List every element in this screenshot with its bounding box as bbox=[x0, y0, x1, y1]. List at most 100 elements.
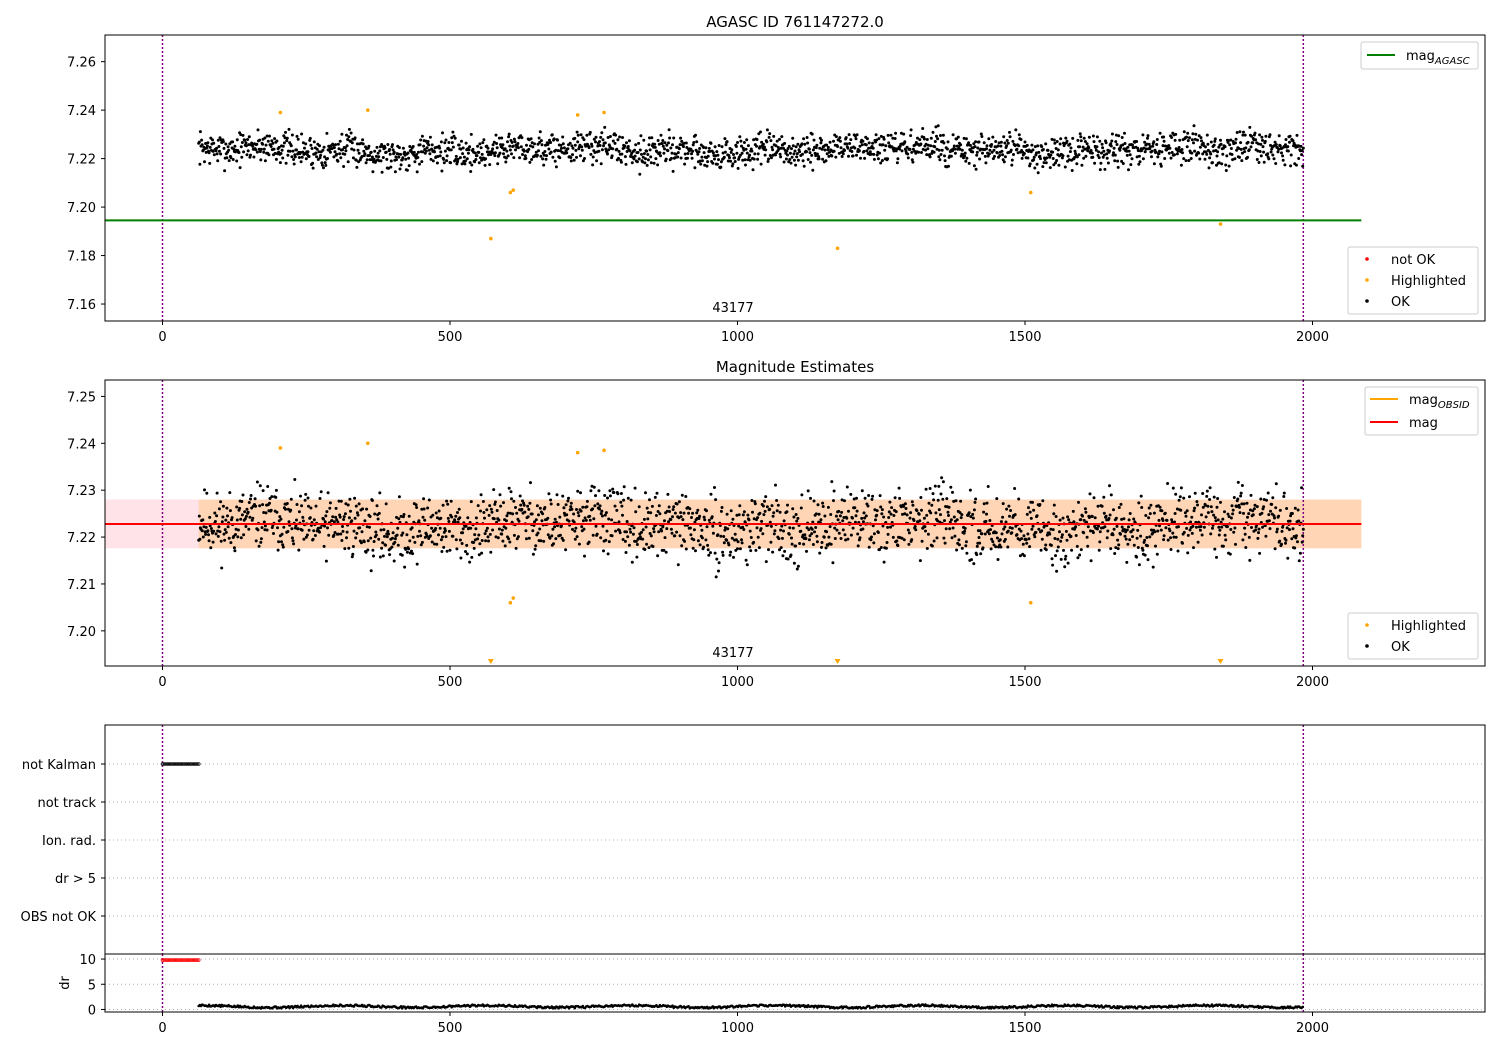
data-point-ok bbox=[419, 543, 423, 547]
data-point-ok bbox=[1223, 533, 1227, 537]
data-point-ok bbox=[990, 150, 994, 154]
data-point-ok bbox=[585, 133, 589, 137]
data-point-ok bbox=[1077, 153, 1081, 157]
data-point-ok bbox=[1125, 560, 1129, 564]
data-point-ok bbox=[1159, 164, 1163, 168]
data-point-ok bbox=[659, 133, 663, 137]
data-point-ok bbox=[895, 161, 899, 165]
data-point-ok bbox=[631, 532, 635, 536]
data-point-ok bbox=[270, 495, 274, 499]
data-point-ok bbox=[1132, 146, 1136, 150]
data-point-ok bbox=[827, 154, 831, 158]
data-point-ok bbox=[1272, 514, 1276, 518]
data-point-ok bbox=[1001, 515, 1005, 519]
data-point-ok bbox=[991, 540, 995, 544]
data-point-ok bbox=[1093, 516, 1097, 520]
data-point-ok bbox=[238, 506, 242, 510]
data-point-ok bbox=[435, 161, 439, 165]
data-point-ok bbox=[779, 528, 783, 532]
dr-clipped-point bbox=[162, 958, 167, 962]
data-point-ok bbox=[1112, 151, 1115, 155]
data-point-ok bbox=[1028, 545, 1032, 549]
data-point-ok bbox=[1121, 162, 1125, 165]
data-point-ok bbox=[423, 151, 427, 155]
data-point-ok bbox=[741, 158, 745, 162]
data-point-ok bbox=[299, 151, 302, 154]
data-point-ok bbox=[1017, 144, 1021, 148]
data-point-ok bbox=[670, 151, 674, 155]
data-point-ok bbox=[817, 157, 821, 161]
data-point-ok bbox=[1185, 509, 1189, 513]
data-point-ok bbox=[399, 514, 403, 518]
data-point-ok bbox=[541, 157, 545, 161]
data-point-ok bbox=[584, 518, 588, 522]
data-point-ok bbox=[1271, 496, 1275, 500]
data-point-ok bbox=[1127, 525, 1130, 529]
data-point-ok bbox=[1125, 153, 1129, 157]
data-point-ok bbox=[1219, 520, 1223, 524]
data-point-ok bbox=[515, 511, 519, 515]
data-point-ok bbox=[967, 161, 971, 165]
flag-point bbox=[183, 762, 187, 766]
data-point-ok bbox=[1200, 533, 1204, 537]
data-point-ok bbox=[279, 517, 283, 521]
data-point-ok bbox=[825, 152, 829, 156]
data-point-ok bbox=[1212, 513, 1216, 517]
data-point-ok bbox=[694, 133, 697, 137]
data-point-ok bbox=[731, 162, 735, 166]
data-point-ok bbox=[594, 140, 597, 144]
data-point-ok bbox=[796, 516, 800, 520]
data-point-ok bbox=[845, 485, 849, 489]
data-point-ok bbox=[643, 548, 647, 551]
data-point-ok bbox=[497, 518, 501, 522]
data-point-ok bbox=[1300, 486, 1304, 490]
data-point-ok bbox=[936, 519, 940, 523]
data-point-ok bbox=[721, 151, 725, 155]
data-point-ok bbox=[220, 566, 224, 570]
data-point-ok bbox=[1151, 565, 1155, 569]
data-point-ok bbox=[964, 540, 968, 544]
data-point-ok bbox=[707, 553, 711, 557]
dr-point bbox=[1237, 1003, 1240, 1007]
data-point-ok bbox=[336, 520, 340, 524]
data-point-ok bbox=[1022, 534, 1026, 538]
data-point-ok bbox=[855, 133, 859, 137]
data-point-ok bbox=[1145, 536, 1149, 539]
data-point-ok bbox=[1087, 516, 1091, 519]
data-point-ok bbox=[1020, 156, 1024, 160]
data-point-ok bbox=[400, 553, 404, 557]
data-point-ok bbox=[309, 143, 313, 147]
data-point-ok bbox=[1250, 134, 1253, 138]
data-point-ok bbox=[840, 155, 844, 158]
data-point-ok bbox=[815, 152, 819, 156]
data-point-ok bbox=[843, 149, 846, 152]
data-point-ok bbox=[259, 540, 263, 544]
data-point-ok bbox=[281, 545, 285, 549]
data-point-ok bbox=[833, 537, 837, 540]
data-point-ok bbox=[403, 565, 407, 569]
data-point-ok bbox=[926, 147, 930, 151]
data-point-ok bbox=[445, 549, 449, 553]
data-point-ok bbox=[1108, 513, 1112, 517]
data-point-ok bbox=[581, 505, 585, 509]
data-point-ok bbox=[456, 160, 459, 164]
data-point-ok bbox=[1266, 491, 1270, 495]
data-point-ok bbox=[430, 143, 434, 147]
data-point-ok bbox=[245, 507, 249, 511]
data-point-ok bbox=[939, 492, 943, 496]
data-point-ok bbox=[458, 516, 462, 520]
data-point-ok bbox=[296, 137, 300, 141]
data-point-ok bbox=[715, 162, 719, 166]
data-point-ok bbox=[217, 149, 221, 153]
data-point-ok bbox=[983, 154, 987, 158]
data-point-ok bbox=[332, 533, 336, 537]
data-point-ok bbox=[692, 528, 696, 532]
data-point-ok bbox=[696, 152, 700, 156]
data-point-ok bbox=[1224, 169, 1228, 172]
data-point-ok bbox=[664, 157, 668, 161]
data-point-ok bbox=[241, 493, 245, 497]
data-point-ok bbox=[407, 164, 411, 168]
data-point-ok bbox=[311, 161, 315, 165]
x-tick-label: 1000 bbox=[721, 675, 754, 690]
data-point-ok bbox=[719, 534, 723, 538]
